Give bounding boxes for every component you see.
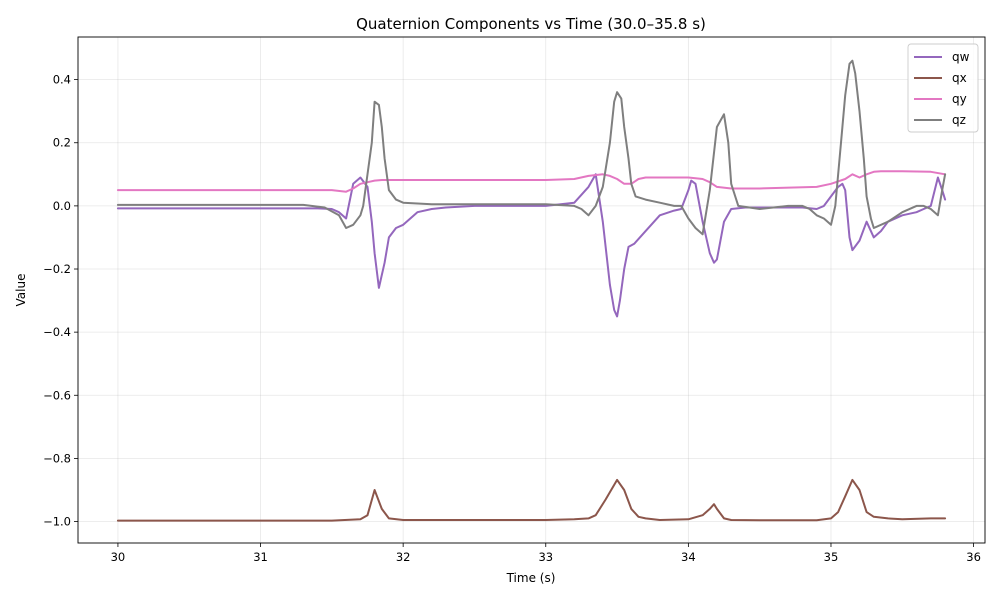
series-line-qy xyxy=(116,170,947,193)
y-tick-label: 0.4 xyxy=(53,73,71,87)
legend-label-qx: qx xyxy=(952,71,967,85)
chart-title: Quaternion Components vs Time (30.0–35.8… xyxy=(356,15,706,33)
y-tick-label: 0.2 xyxy=(53,136,71,150)
y-tick-label: −1.0 xyxy=(43,515,71,529)
series-line-qw xyxy=(116,173,947,318)
legend-label-qy: qy xyxy=(952,92,967,106)
x-tick-label: 34 xyxy=(681,550,696,564)
tick-layer: 30 31 32 33 34 35 36 −1.0 −0.8 −0.6 −0.4 −0.2 0.0 0.2… xyxy=(43,73,981,564)
x-axis-label: Time (s) xyxy=(506,571,556,585)
y-tick-label: −0.4 xyxy=(43,325,71,339)
x-tick-label: 36 xyxy=(966,550,981,564)
legend-entries: qw qx qy qz xyxy=(914,50,970,127)
x-tick-label: 31 xyxy=(253,550,268,564)
plot-frame xyxy=(77,36,986,544)
series-line-qx xyxy=(116,478,947,522)
y-tick-label: −0.2 xyxy=(43,262,71,276)
x-tick-label: 32 xyxy=(396,550,411,564)
y-tick-label: −0.6 xyxy=(43,388,71,402)
series-layer xyxy=(116,59,947,522)
y-tick-label: −0.8 xyxy=(43,451,71,465)
legend-box xyxy=(907,43,979,133)
x-tick-label: 30 xyxy=(111,550,126,564)
x-tick-label: 35 xyxy=(824,550,839,564)
legend-label-qw: qw xyxy=(952,50,970,64)
grid-layer xyxy=(78,37,985,543)
y-tick-label: 0.0 xyxy=(53,199,71,213)
series-line-qz xyxy=(116,59,947,236)
legend-label-qz: qz xyxy=(952,113,966,127)
legend: qw qx qy qz xyxy=(907,43,979,133)
y-axis-label: Value xyxy=(14,274,28,307)
x-tick-label: 33 xyxy=(538,550,553,564)
